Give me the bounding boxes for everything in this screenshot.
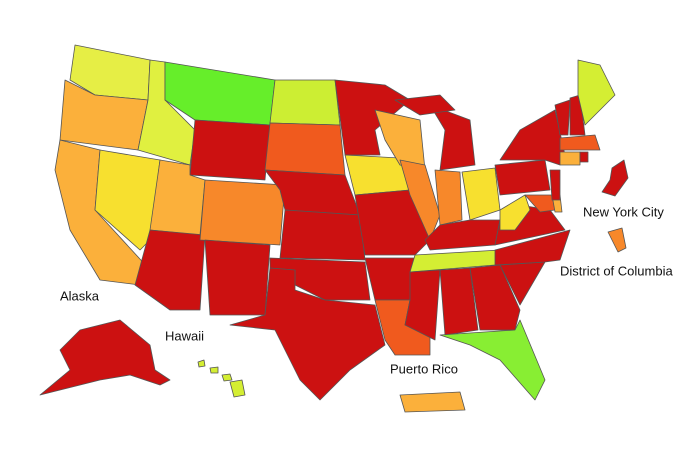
state — [439, 267, 479, 336]
states — [39, 44, 629, 413]
state — [399, 391, 466, 413]
nyc-marker — [601, 159, 629, 197]
state — [494, 159, 551, 196]
state — [204, 239, 271, 316]
state — [229, 267, 386, 401]
state — [394, 94, 456, 116]
state — [499, 109, 566, 166]
state — [559, 134, 601, 151]
label: Puerto Rico — [390, 361, 458, 376]
label: Alaska — [60, 288, 100, 303]
state — [494, 229, 571, 266]
state — [461, 167, 501, 221]
state — [164, 61, 276, 126]
state — [134, 229, 206, 311]
state — [354, 189, 431, 256]
state — [39, 319, 171, 396]
label: New York City — [583, 204, 664, 219]
state — [264, 122, 346, 176]
island — [229, 379, 246, 398]
label: Hawaii — [165, 328, 204, 343]
state — [549, 169, 561, 201]
state — [279, 209, 366, 261]
state — [189, 119, 271, 181]
state — [434, 169, 463, 226]
state — [399, 159, 441, 241]
state — [577, 59, 616, 126]
state — [439, 319, 546, 401]
state — [364, 257, 416, 301]
label: District of Columbia — [560, 263, 673, 278]
dc-marker — [607, 227, 627, 253]
state — [554, 99, 571, 136]
island — [221, 373, 233, 382]
state — [94, 149, 161, 251]
state — [269, 79, 341, 126]
state — [404, 269, 441, 341]
state — [499, 194, 531, 231]
state — [199, 179, 286, 246]
island — [197, 359, 206, 368]
state — [559, 151, 581, 166]
state — [579, 151, 589, 163]
state — [469, 264, 521, 331]
island — [209, 366, 219, 374]
state — [429, 104, 476, 171]
